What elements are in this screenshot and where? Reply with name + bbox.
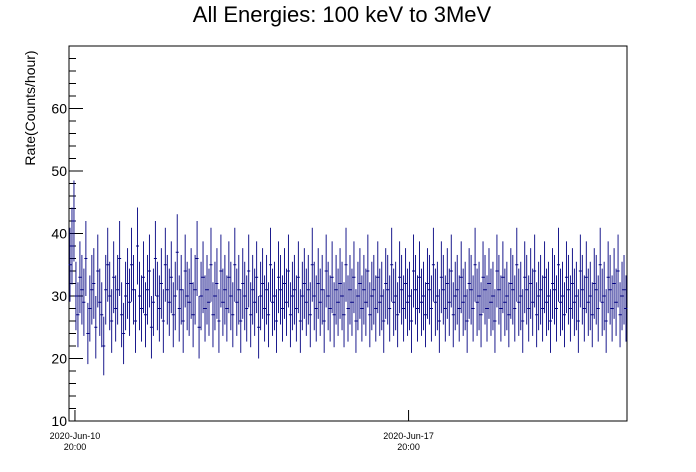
plot-frame bbox=[68, 45, 628, 422]
y-tick-label: 30 bbox=[51, 288, 67, 304]
y-tick-label: 40 bbox=[51, 226, 67, 242]
x-tick-label: 20:00 bbox=[397, 442, 420, 452]
y-axis-label: Rate(Counts/hour) bbox=[22, 50, 38, 165]
y-tick-label: 10 bbox=[51, 413, 67, 429]
y-tick-label: 60 bbox=[51, 101, 67, 117]
x-tick-label: 20:00 bbox=[64, 442, 87, 452]
chart-title: All Energies: 100 keV to 3MeV bbox=[193, 2, 492, 27]
x-tick-label: 2020-Jun-17 bbox=[383, 431, 434, 441]
y-tick-label: 50 bbox=[51, 163, 67, 179]
data-marks bbox=[68, 180, 628, 376]
x-tick-label: 2020-Jun-10 bbox=[50, 431, 101, 441]
axis-ticks: 1020304050602020-Jun-1020:002020-Jun-172… bbox=[50, 45, 434, 452]
y-tick-label: 20 bbox=[51, 351, 67, 367]
